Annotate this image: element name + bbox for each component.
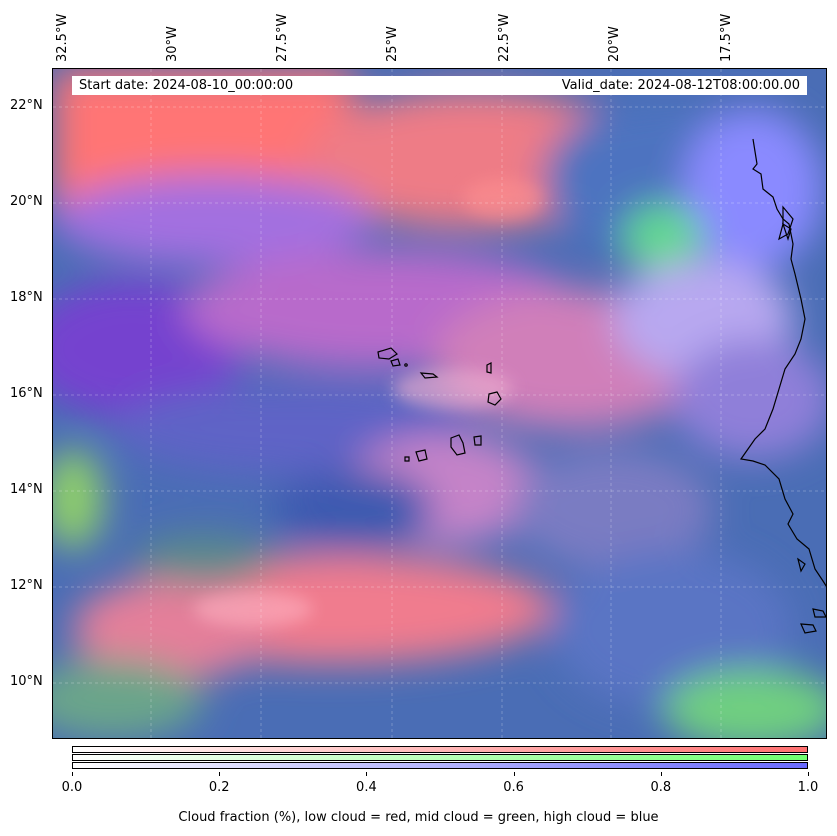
colorbar-tick-label: 0.2: [208, 780, 230, 795]
cloud-map: [52, 68, 827, 739]
cloud-streaks: [193, 179, 543, 627]
longitude-label: 27.5°W: [275, 13, 290, 62]
colorbar-tick-label: 1.0: [797, 780, 819, 795]
colorbar: [72, 746, 808, 771]
colorbar-tick-mark: [366, 772, 368, 776]
graticule: [53, 69, 826, 738]
colorbar-caption: Cloud fraction (%), low cloud = red, mid…: [178, 810, 659, 825]
colorbar-tick-mark: [72, 772, 73, 776]
latitude-label: 18°N: [10, 290, 43, 305]
date-banner: Start date: 2024-08-10_00:00:00 Valid_da…: [72, 76, 807, 95]
latitude-label: 22°N: [10, 98, 43, 113]
colorbar-tick-label: 0.4: [356, 780, 377, 795]
islands-outline: [377, 347, 502, 462]
longitude-label: 17.5°W: [719, 13, 734, 62]
longitude-label: 25°W: [385, 26, 400, 62]
latitude-label: 16°N: [10, 386, 43, 401]
latitude-label: 12°N: [10, 578, 43, 593]
latitude-label: 14°N: [10, 482, 43, 497]
colorbar-tick-label: 0.0: [61, 780, 83, 795]
colorbar-high-cloud-blue: [72, 762, 808, 769]
valid-date-label: Valid_date: 2024-08-12T08:00:00.00: [561, 78, 800, 93]
colorbar-tick-label: 0.6: [503, 780, 524, 795]
colorbar-mid-cloud-green: [72, 754, 808, 761]
colorbar-tick-mark: [808, 772, 809, 776]
colorbar-tick-mark: [513, 772, 515, 776]
start-date-label: Start date: 2024-08-10_00:00:00: [79, 78, 294, 93]
cloud-map-canvas: [53, 69, 826, 738]
latitude-label: 10°N: [10, 674, 43, 689]
african-coastline: [739, 138, 826, 634]
longitude-label: 22.5°W: [497, 13, 512, 62]
latitude-label: 20°N: [10, 194, 43, 209]
colorbar-tick-label: 0.8: [650, 780, 672, 795]
longitude-label: 20°W: [607, 26, 622, 62]
longitude-label: 32.5°W: [55, 13, 70, 62]
colorbar-tick-mark: [660, 772, 662, 776]
colorbar-tick-mark: [219, 772, 221, 776]
longitude-label: 30°W: [165, 26, 180, 62]
colorbar-low-cloud-red: [72, 746, 808, 753]
